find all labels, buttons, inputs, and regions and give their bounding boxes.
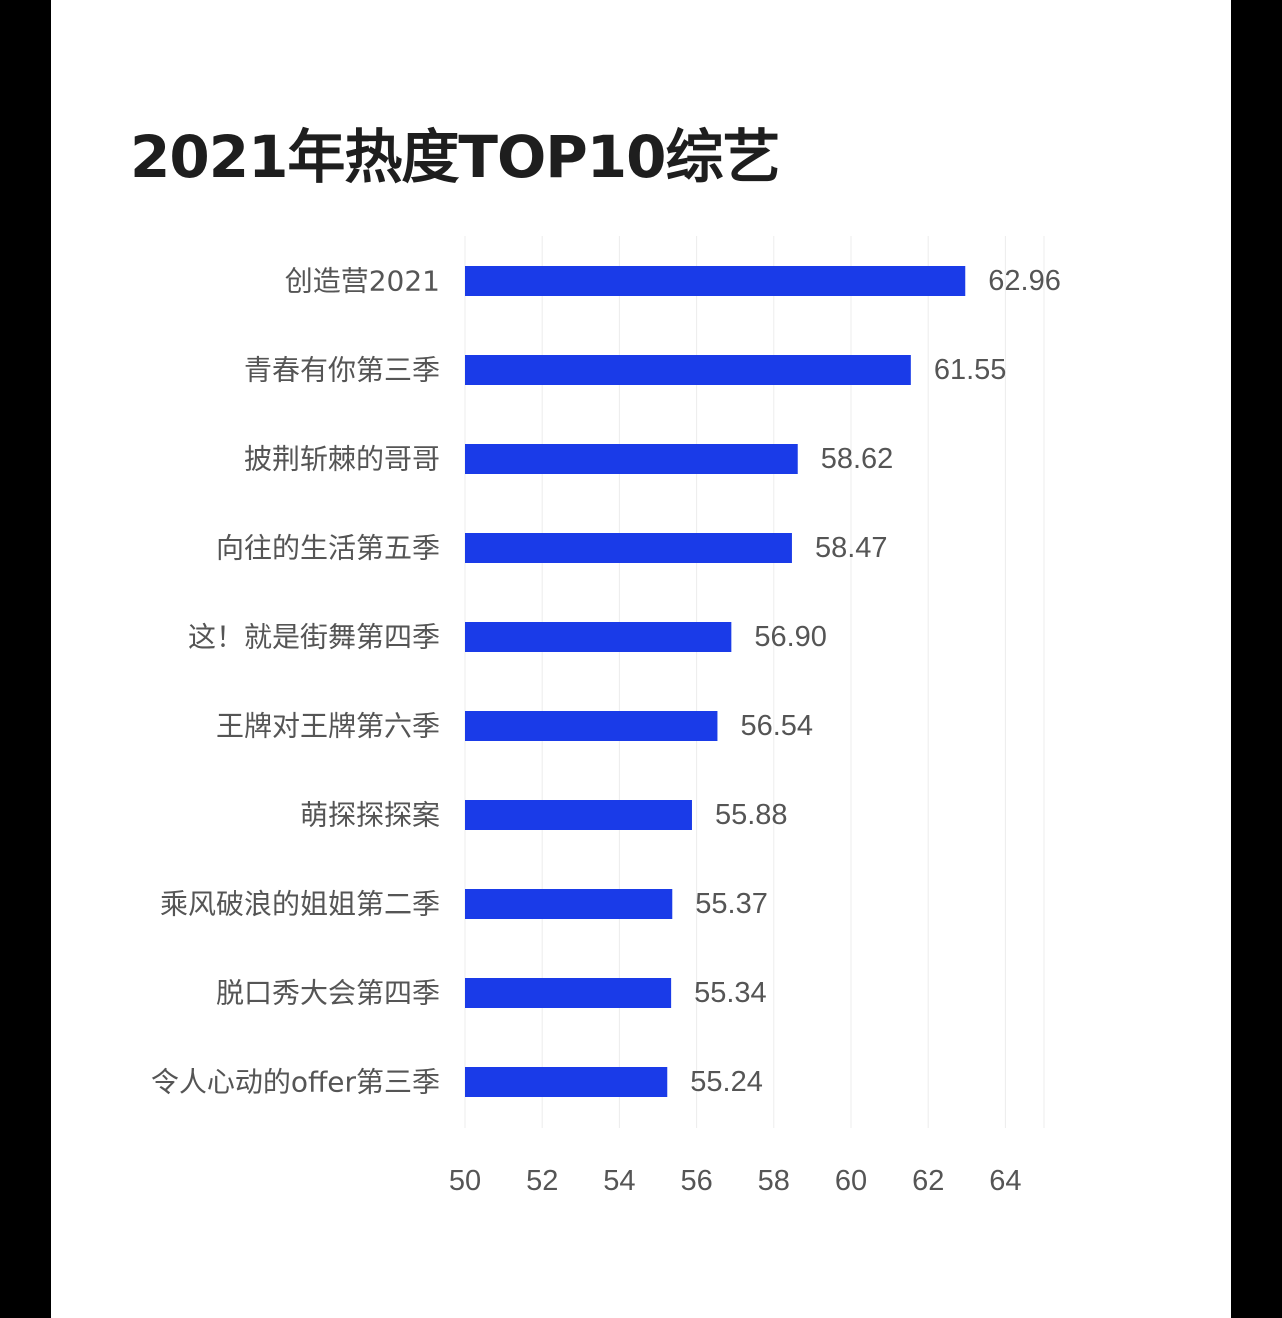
value-label: 58.62	[821, 443, 894, 475]
bar	[465, 355, 911, 385]
value-label: 55.37	[695, 888, 768, 920]
value-label: 56.54	[740, 710, 813, 742]
bar	[465, 978, 672, 1008]
bar	[465, 711, 718, 741]
category-label: 披荆斩棘的哥哥	[244, 443, 440, 476]
x-tick-label: 64	[989, 1165, 1021, 1197]
value-label: 56.90	[754, 621, 827, 653]
x-tick-label: 52	[526, 1165, 558, 1197]
category-label: 王牌对王牌第六季	[216, 710, 440, 743]
category-label: 向往的生活第五季	[216, 532, 440, 565]
x-tick-label: 58	[758, 1165, 790, 1197]
value-label: 58.47	[815, 532, 888, 564]
x-tick-label: 60	[835, 1165, 867, 1197]
bar	[465, 266, 966, 296]
category-label: 脱口秀大会第四季	[216, 977, 440, 1010]
value-label: 55.34	[694, 977, 767, 1009]
category-label: 萌探探探案	[300, 799, 440, 832]
category-label: 这！就是街舞第四季	[188, 621, 440, 654]
x-tick-label: 54	[603, 1165, 635, 1197]
category-label: 青春有你第三季	[244, 354, 440, 387]
bar	[465, 1067, 668, 1097]
value-label: 62.96	[988, 265, 1061, 297]
category-label: 乘风破浪的姐姐第二季	[160, 888, 440, 921]
chart-card: 2021年热度TOP10综艺 创造营2021 62.96 青春有你第三季 61.55 披…	[51, 0, 1231, 1318]
category-label: 创造营2021	[285, 265, 440, 298]
bar	[465, 444, 798, 474]
bar-chart: 创造营2021 62.96 青春有你第三季 61.55 披荆斩棘的哥哥 58.62 向往的生…	[151, 236, 1061, 1197]
value-label: 61.55	[934, 354, 1007, 386]
bar	[465, 622, 732, 652]
category-label: 令人心动的offer第三季	[151, 1066, 440, 1099]
bar	[465, 889, 673, 919]
bar	[465, 800, 692, 830]
x-tick-label: 62	[912, 1165, 944, 1197]
value-label: 55.24	[690, 1066, 763, 1098]
x-tick-label: 50	[449, 1165, 481, 1197]
bar	[465, 533, 792, 563]
x-tick-label: 56	[680, 1165, 712, 1197]
chart-title: 2021年热度TOP10综艺	[130, 123, 781, 191]
value-label: 55.88	[715, 799, 788, 831]
